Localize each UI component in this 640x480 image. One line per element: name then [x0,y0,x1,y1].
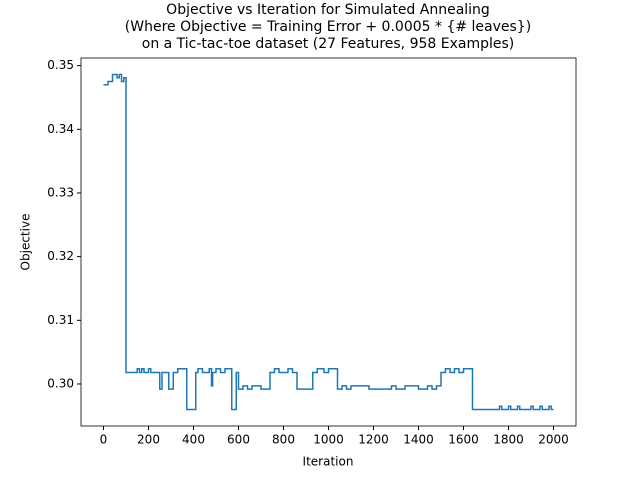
plot-frame [80,57,577,427]
x-tick-label: 200 [137,433,160,447]
x-tick-label: 1000 [313,433,344,447]
chart-title: on a Tic-tac-toe dataset (27 Features, 9… [142,36,514,52]
y-tick-label: 0.32 [47,249,74,263]
chart-title: (Where Objective = Training Error + 0.00… [125,19,531,35]
y-tick-label: 0.34 [47,122,74,136]
x-tick-label: 2000 [538,433,569,447]
y-tick-label: 0.31 [47,313,74,327]
y-axis-label: Objective [19,214,33,271]
chart-title: Objective vs Iteration for Simulated Ann… [166,2,490,18]
y-tick-label: 0.30 [47,376,74,390]
x-tick-label: 1200 [358,433,389,447]
x-tick-label: 600 [227,433,250,447]
x-tick-label: 0 [100,433,108,447]
x-tick-label: 1800 [493,433,524,447]
x-axis-label: Iteration [303,455,354,469]
x-tick-label: 800 [272,433,295,447]
x-tick-label: 1400 [403,433,434,447]
y-tick-label: 0.33 [47,185,74,199]
y-tick-label: 0.35 [47,58,74,72]
data-line [103,73,554,411]
x-tick-label: 400 [182,433,205,447]
x-tick-label: 1600 [448,433,479,447]
